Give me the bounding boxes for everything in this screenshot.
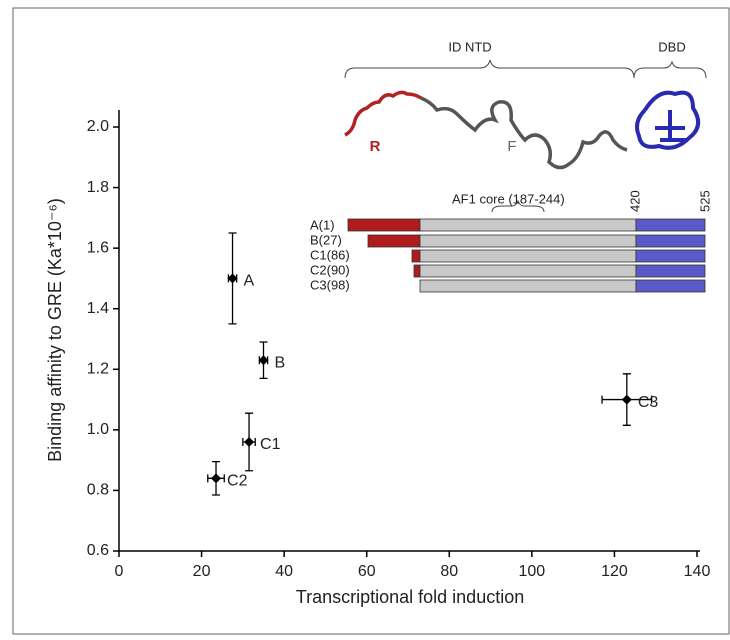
f-bar [419,264,637,278]
region-label: F [507,138,516,155]
af1-label: AF1 core (187-244) [452,191,565,206]
point-label: B [275,354,286,371]
dbd-bar [635,234,706,248]
ntd-bar [411,249,421,263]
y-tick-label: 0.6 [87,542,109,559]
x-axis-label: Transcriptional fold induction [296,587,524,607]
protein-region-f [420,96,628,170]
y-tick-label: 1.2 [87,361,109,378]
point [244,436,255,447]
x-tick-label: 40 [275,563,293,580]
f-bar [419,279,637,293]
brace [344,59,635,79]
construct-label: B(27) [310,232,342,247]
brace [633,60,707,79]
inset [344,59,707,213]
f-bar [419,218,637,232]
y-axis-label: Binding affinity to GRE (Ka*10⁻⁶) [45,198,65,462]
point-label: C2 [227,473,248,490]
protein-region-r [344,90,422,137]
domain-label: DBD [658,39,685,54]
x-tick-label: 20 [193,563,211,580]
y-tick-label: 1.0 [87,421,109,438]
f-bar [419,249,637,263]
f-bar [419,234,637,248]
protein-dbd [635,90,701,150]
point-label: C1 [260,436,281,453]
x-tick-label: 120 [601,563,628,580]
dbd-bar [635,279,706,293]
ntd-bar [347,218,421,232]
point [258,355,269,366]
boundary-label: 525 [697,190,712,212]
point [227,273,238,284]
point [621,394,632,405]
point-label: C3 [638,394,659,411]
ntd-bar [413,264,421,278]
y-tick-label: 1.4 [87,300,109,317]
region-label: R [370,138,381,155]
y-tick-label: 0.8 [87,482,109,499]
construct-label: C1(86) [310,247,350,262]
point [211,473,222,484]
x-tick-label: 60 [358,563,376,580]
af1-brace [491,199,545,213]
boundary-label: 420 [627,190,642,212]
construct-label: C2(90) [310,262,350,277]
frame [12,7,730,635]
dbd-bar [635,249,706,263]
construct-label: C3(98) [310,277,350,292]
y-tick-label: 1.8 [87,179,109,196]
x-tick-label: 140 [684,563,711,580]
ntd-bar [367,234,421,248]
dbd-bar [635,218,706,232]
construct-bars [347,218,706,293]
y-tick-label: 2.0 [87,118,109,135]
y-tick-label: 1.6 [87,239,109,256]
dbd-bar [635,264,706,278]
point-label: A [244,273,255,290]
x-tick-label: 100 [519,563,546,580]
domain-label: ID NTD [448,39,491,54]
x-tick-label: 80 [440,563,458,580]
x-tick-label: 0 [115,563,124,580]
construct-label: A(1) [310,217,335,232]
